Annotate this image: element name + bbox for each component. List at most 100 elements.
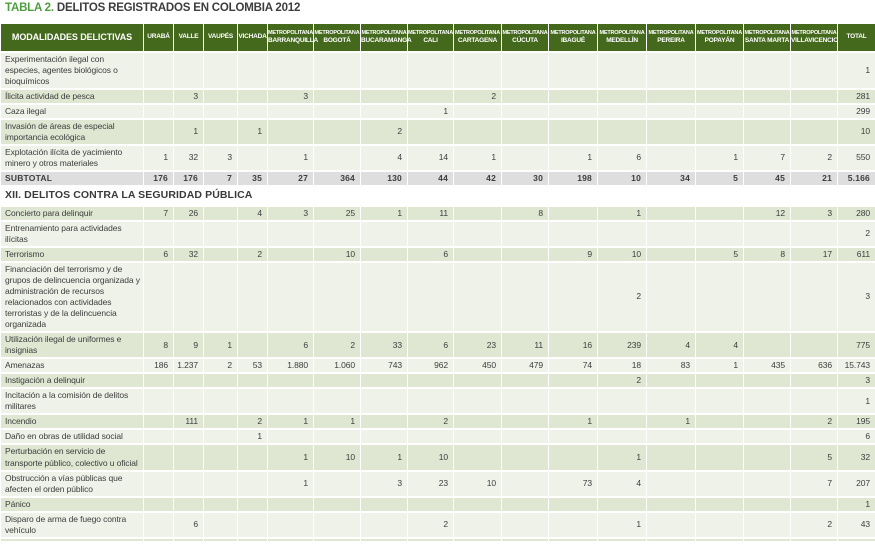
table-row: Incendio 111 2 1 1 2 1 1 2 195 <box>0 413 875 431</box>
cell-value <box>597 536 647 543</box>
cell-value: 6 <box>407 331 454 360</box>
table-row: Obstrucción a vías públicas que afecten … <box>0 469 875 498</box>
column-header-cali: METROPOLITANA CALI <box>407 23 454 52</box>
cell-value: 3 <box>267 87 314 105</box>
cell-value <box>267 510 314 539</box>
column-name-label: URABÁ <box>147 33 170 41</box>
row-label: Caza ilegal <box>0 102 144 120</box>
cell-value <box>267 387 314 416</box>
cell-total-value: 10 <box>837 117 875 146</box>
section-header-label: XII. DELITOS CONTRA LA SEGURIDAD PÚBLICA <box>0 184 875 207</box>
cell-value: 1 <box>548 413 598 431</box>
cell-value: 364 <box>313 169 361 187</box>
cell-value <box>267 428 314 446</box>
cell-value <box>237 510 268 539</box>
cell-value <box>313 260 361 334</box>
cell-value <box>597 117 647 146</box>
cell-total-value: 299 <box>837 102 875 120</box>
cell-value: 1 <box>597 443 647 472</box>
table-row: Perturbación en servicio de transporte p… <box>0 443 875 472</box>
cell-value <box>453 495 502 513</box>
cell-value: 74 <box>548 357 598 375</box>
row-label: Pánico <box>0 495 144 513</box>
cell-value: 8 <box>501 204 549 222</box>
column-header-modalidades: MODALIDADES DELICTIVAS <box>0 23 144 52</box>
cell-value <box>695 87 744 105</box>
cell-value <box>453 428 502 446</box>
cell-value <box>237 536 268 543</box>
cell-value <box>743 50 791 90</box>
cell-value: 6 <box>597 143 647 172</box>
cell-value: 1 <box>237 117 268 146</box>
column-header-vaupes: VAUPÉS <box>203 23 238 52</box>
cell-value <box>501 143 549 172</box>
column-header-ibague: METROPOLITANA IBAGUÉ <box>548 23 598 52</box>
cell-value: 176 <box>143 169 174 187</box>
cell-value <box>453 372 502 390</box>
cell-value: 2 <box>313 331 361 360</box>
cell-value <box>267 260 314 334</box>
cell-value: 1 <box>360 204 408 222</box>
cell-value <box>790 372 838 390</box>
cell-value: 186 <box>143 357 174 375</box>
cell-value: 636 <box>790 357 838 375</box>
cell-value <box>695 510 744 539</box>
cell-value <box>360 102 408 120</box>
cell-value <box>143 469 174 498</box>
cell-value <box>360 219 408 248</box>
cell-value: 1.880 <box>267 357 314 375</box>
row-label: Entrenamiento para actividades ilícitas <box>0 219 144 248</box>
cell-value <box>453 204 502 222</box>
cell-total-value: 611 <box>837 245 875 263</box>
cell-value <box>548 117 598 146</box>
cell-value: 10 <box>597 245 647 263</box>
cell-value <box>646 219 696 248</box>
cell-value <box>646 245 696 263</box>
cell-value <box>743 387 791 416</box>
cell-value <box>267 536 314 543</box>
cell-value <box>237 372 268 390</box>
cell-value <box>501 387 549 416</box>
cell-value <box>695 219 744 248</box>
cell-value: 2 <box>407 510 454 539</box>
row-label: Utilización ilegal de uniformes e insign… <box>0 331 144 360</box>
cell-value <box>597 87 647 105</box>
table-row: Amenazas 186 1.237 2 53 1.880 1.060 743 962 450 47… <box>0 357 875 375</box>
cell-value <box>695 495 744 513</box>
cell-value: 3 <box>790 204 838 222</box>
cell-total-value <box>837 536 875 543</box>
column-group-label: METROPOLITANA <box>744 29 790 36</box>
cell-value <box>548 260 598 334</box>
cell-value: 1 <box>267 469 314 498</box>
cell-value <box>237 87 268 105</box>
cell-value <box>790 428 838 446</box>
cell-value <box>267 219 314 248</box>
cell-value: 2 <box>407 413 454 431</box>
cell-value <box>453 102 502 120</box>
cell-value <box>143 102 174 120</box>
cell-value: 7 <box>743 143 791 172</box>
cell-value <box>695 387 744 416</box>
cell-value <box>743 495 791 513</box>
cell-value <box>407 387 454 416</box>
cell-value <box>790 536 838 543</box>
cell-total-value: 1 <box>837 387 875 416</box>
cell-total-value: 207 <box>837 469 875 498</box>
column-name-label: TOTAL <box>846 33 867 41</box>
table-row: Financiación del terrorismo y de grupos … <box>0 260 875 334</box>
column-header-medellin: METROPOLITANA MEDELLÍN <box>597 23 647 52</box>
cell-value <box>203 443 238 472</box>
column-header-valle: VALLE <box>173 23 204 52</box>
cell-value <box>360 245 408 263</box>
cell-value <box>407 536 454 543</box>
cell-value: 14 <box>407 143 454 172</box>
cell-value: 4 <box>646 331 696 360</box>
cell-value <box>143 219 174 248</box>
cell-total-value: 280 <box>837 204 875 222</box>
cell-value <box>173 443 204 472</box>
column-name-label: VILLAVICENCIO <box>791 36 839 44</box>
cell-value <box>548 495 598 513</box>
cell-value: 8 <box>143 331 174 360</box>
table-row: Experimentación ilegal con especies, age… <box>0 50 875 90</box>
row-label: Obstrucción a vías públicas que afecten … <box>0 469 144 498</box>
